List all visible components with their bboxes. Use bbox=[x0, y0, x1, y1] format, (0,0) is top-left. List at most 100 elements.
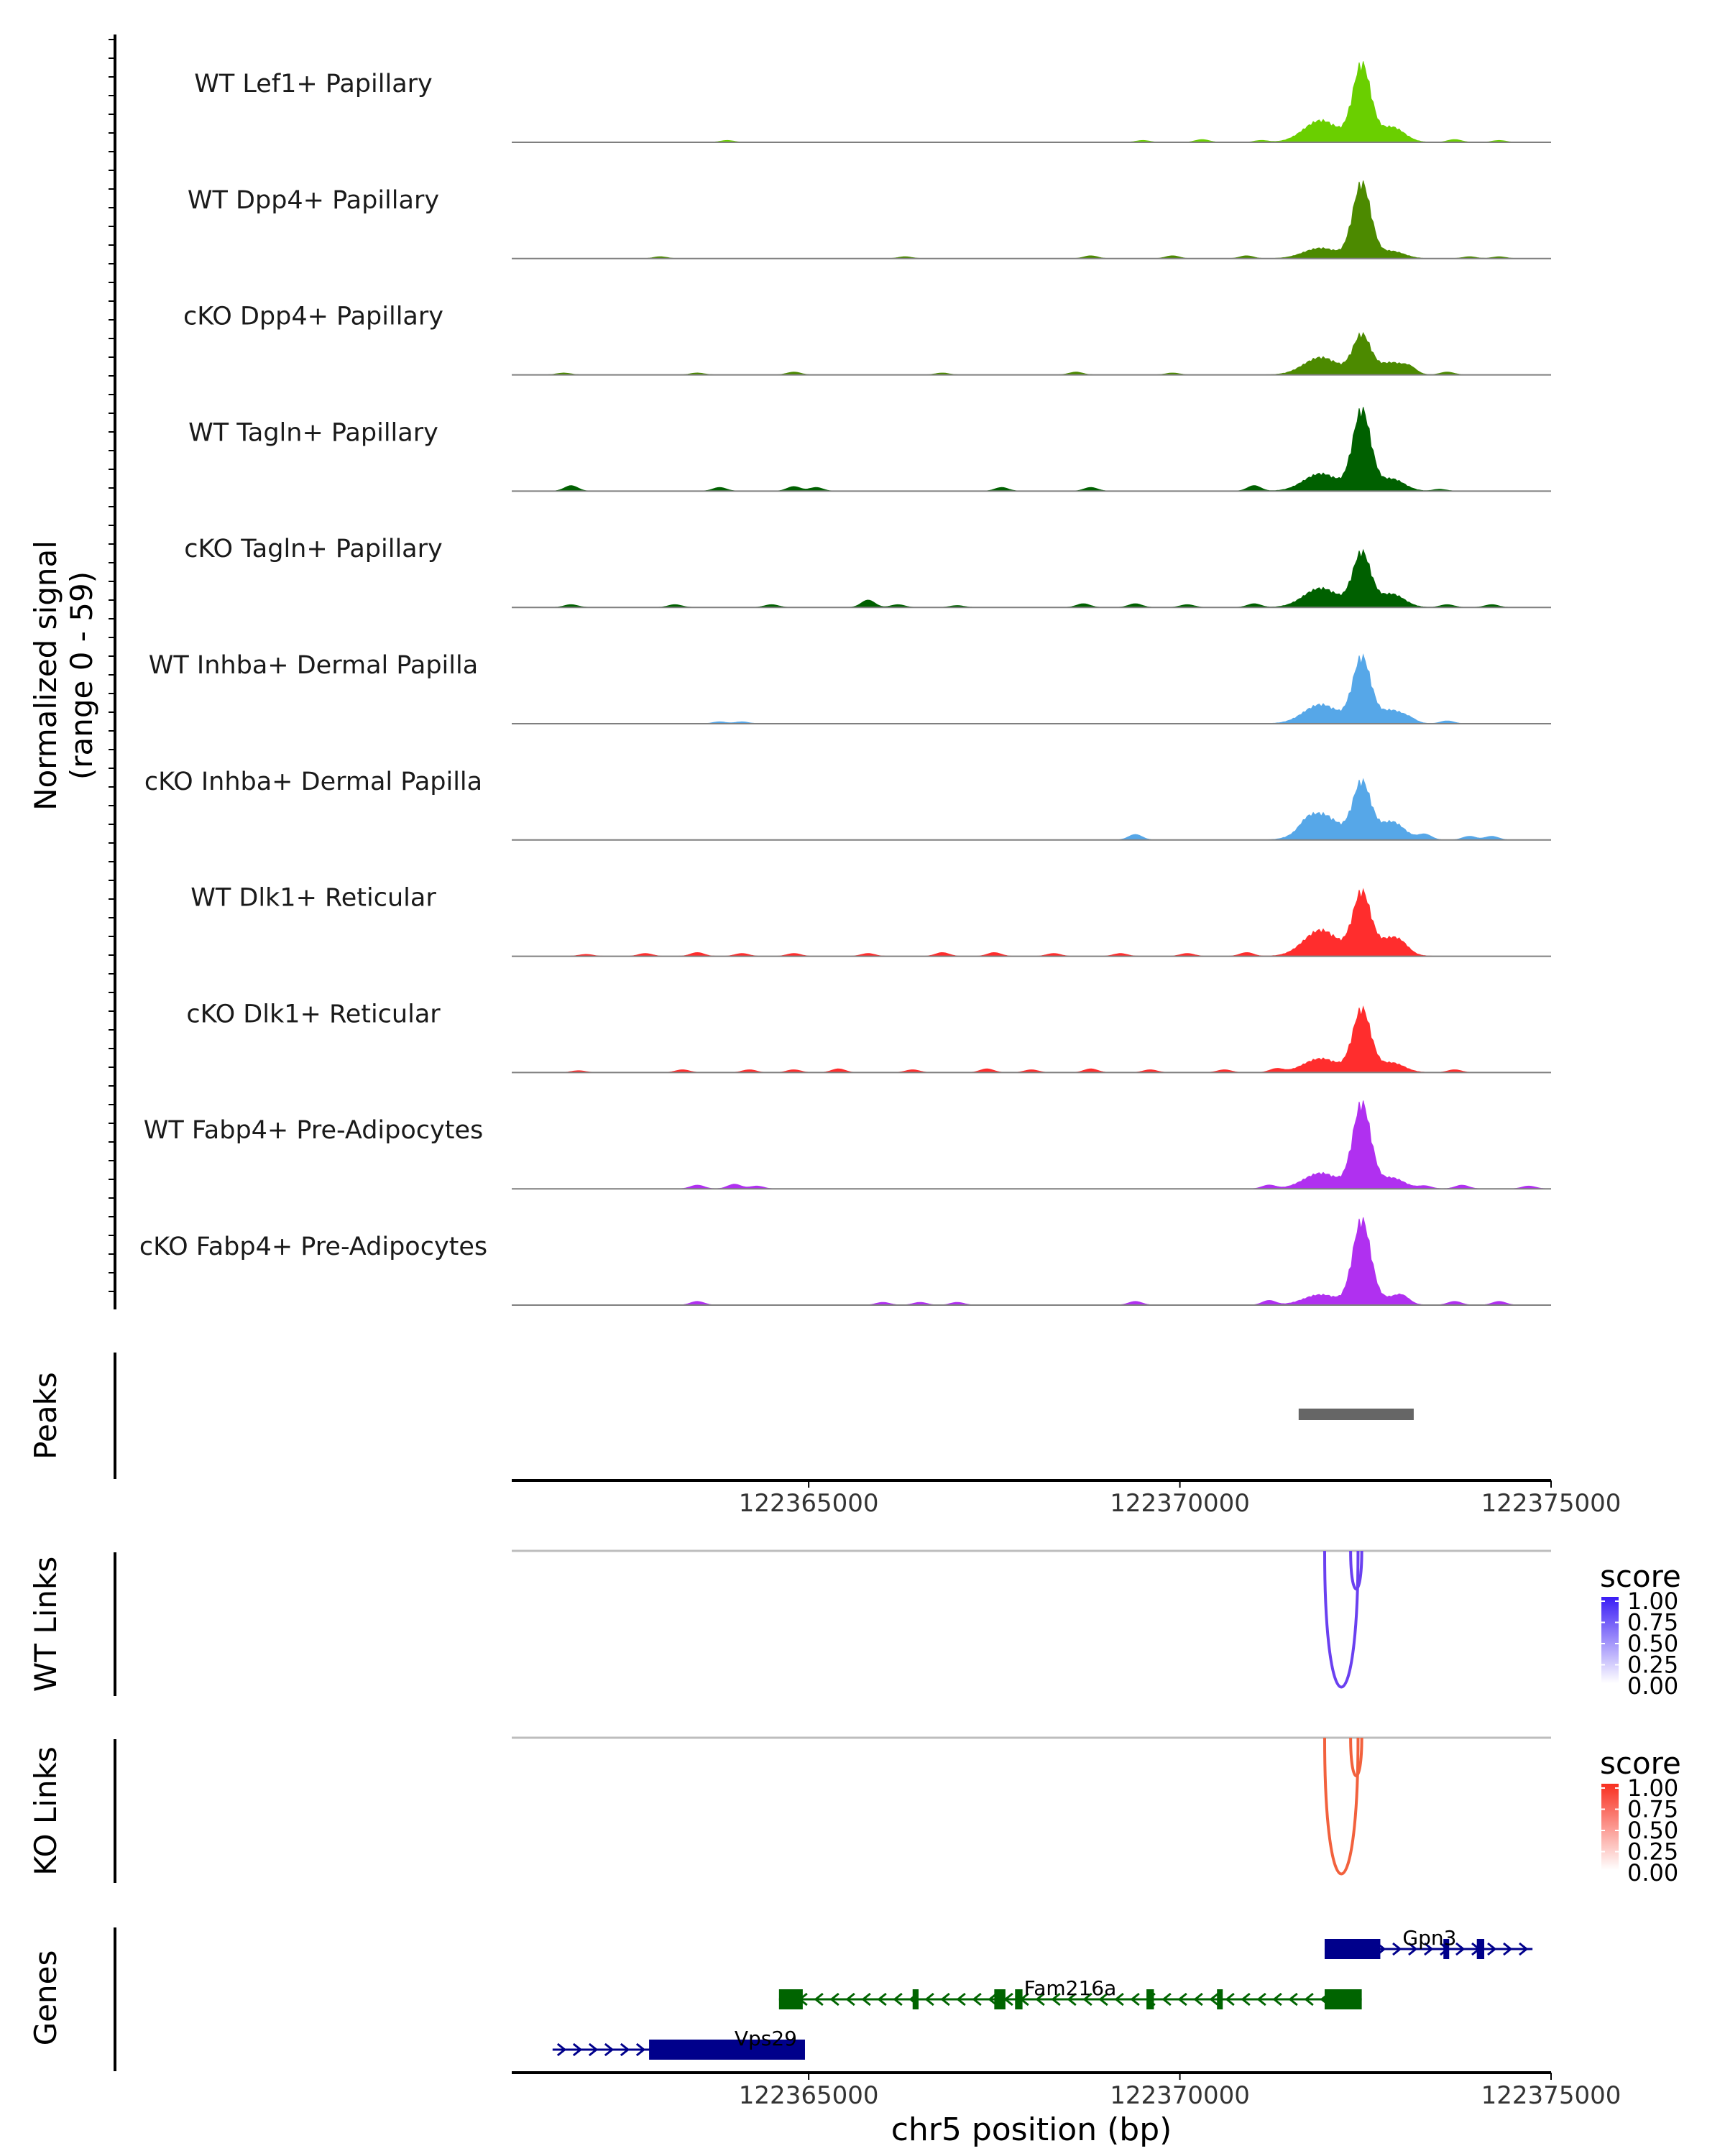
legend-title: score bbox=[1600, 1559, 1681, 1594]
gene-models: Gpn3 Fam216a Vps29 bbox=[552, 1926, 1533, 2060]
track-label: cKO Dlk1+ Reticular bbox=[186, 1000, 441, 1028]
link-arc bbox=[1349, 1737, 1363, 1777]
gene-exon bbox=[1443, 1939, 1450, 1959]
gene-strand-arrow bbox=[1209, 1992, 1219, 2007]
gene-strand-arrow bbox=[956, 1992, 966, 2007]
link-arc bbox=[1322, 1550, 1360, 1689]
gene-strand-arrow bbox=[845, 1992, 855, 2007]
gene-name-label: Vps29 bbox=[735, 2027, 797, 2050]
gene-strand-arrow bbox=[1256, 1992, 1266, 2007]
legend-tick-label: 0.50 bbox=[1627, 1630, 1678, 1657]
lower-x-tick-label: 122375000 bbox=[1481, 2081, 1622, 2110]
legend-tick-label: 1.00 bbox=[1627, 1774, 1678, 1802]
coverage-ylabel-line1: Normalized signal bbox=[28, 540, 63, 811]
coverage-area bbox=[512, 180, 1551, 259]
track-label: WT Dlk1+ Reticular bbox=[190, 884, 436, 913]
gene-exon bbox=[1476, 1939, 1485, 1959]
gene-strand-arrow bbox=[972, 1992, 982, 2007]
gene-name-label: Fam216a bbox=[1024, 1976, 1117, 2000]
gene-strand-arrow bbox=[588, 2042, 599, 2057]
coverage-track: WT Inhba+ Dermal Papilla bbox=[149, 651, 1551, 724]
track-label: WT Inhba+ Dermal Papilla bbox=[149, 651, 478, 680]
gene-exon bbox=[649, 2040, 805, 2060]
coverage-track: WT Lef1+ Papillary bbox=[194, 61, 1551, 143]
track-label: cKO Inhba+ Dermal Papilla bbox=[144, 768, 482, 796]
track-label: WT Tagln+ Papillary bbox=[188, 418, 438, 447]
gene-exon bbox=[1324, 1989, 1362, 2009]
track-label: WT Fabp4+ Pre-Adipocytes bbox=[144, 1116, 483, 1145]
gene-strand-arrow bbox=[1098, 1992, 1108, 2007]
gene-strand-arrow bbox=[1162, 1992, 1172, 2007]
coverage-track: cKO Tagln+ Papillary bbox=[184, 535, 1551, 609]
gene-strand-arrow bbox=[1272, 1992, 1282, 2007]
gene-strand-arrow bbox=[1288, 1992, 1298, 2007]
gene-strand-arrow bbox=[877, 1992, 887, 2007]
gene-strand-arrow bbox=[1193, 1992, 1203, 2007]
upper-x-axis-ticks: 122365000 122370000 122375000 bbox=[739, 1480, 1621, 1518]
gene-strand-arrow bbox=[1067, 1992, 1077, 2007]
track-label: cKO Dpp4+ Papillary bbox=[183, 303, 443, 331]
legend-tick-label: 0.75 bbox=[1627, 1609, 1678, 1636]
coverage-y-ticks bbox=[109, 39, 115, 1292]
coverage-area bbox=[512, 407, 1551, 492]
gene-strand-arrow bbox=[1225, 1992, 1235, 2007]
gene-strand-arrow bbox=[620, 2042, 630, 2057]
gene-strand-arrow bbox=[1392, 1942, 1402, 1956]
legend-colorbar bbox=[1601, 1597, 1619, 1683]
gene-strand-arrow bbox=[1455, 1942, 1466, 1956]
link-panel-label: WT Links bbox=[28, 1557, 63, 1692]
gene-exon bbox=[1217, 1989, 1223, 2009]
gene-exon bbox=[778, 1989, 803, 2009]
gene-strand-arrow bbox=[1082, 1992, 1092, 2007]
coverage-track: WT Dpp4+ Papillary bbox=[188, 180, 1551, 259]
legend-tick-label: 0.25 bbox=[1627, 1838, 1678, 1866]
coverage-area bbox=[512, 331, 1551, 376]
gene-model: Gpn3 bbox=[1324, 1926, 1533, 1959]
gene-strand-arrow bbox=[1051, 1992, 1061, 2007]
coverage-area bbox=[512, 653, 1551, 724]
gene-strand-arrow bbox=[635, 2042, 646, 2057]
lower-x-tick-label: 122365000 bbox=[739, 2081, 879, 2110]
track-label: cKO Fabp4+ Pre-Adipocytes bbox=[139, 1233, 487, 1261]
peak-region bbox=[1298, 1409, 1414, 1420]
track-label: WT Lef1+ Papillary bbox=[194, 70, 433, 98]
genes-label: Genes bbox=[28, 1950, 63, 2046]
gene-strand-arrow bbox=[1424, 1942, 1434, 1956]
link-panel-label: KO Links bbox=[28, 1746, 63, 1876]
peaks-label: Peaks bbox=[28, 1372, 63, 1460]
coverage-track: WT Fabp4+ Pre-Adipocytes bbox=[144, 1100, 1551, 1190]
gene-strand-arrow bbox=[1408, 1942, 1418, 1956]
gene-strand-arrow bbox=[1487, 1942, 1497, 1956]
gene-strand-arrow bbox=[814, 1992, 824, 2007]
legend-tick-label: 0.50 bbox=[1627, 1817, 1678, 1844]
coverage-area bbox=[512, 1005, 1551, 1073]
gene-strand-arrow bbox=[829, 1992, 840, 2007]
gene-exon bbox=[1146, 1989, 1154, 2009]
peak-regions bbox=[1298, 1409, 1414, 1420]
coverage-area bbox=[512, 61, 1551, 143]
coverage-track: cKO Dlk1+ Reticular bbox=[186, 1000, 1551, 1074]
gene-strand-arrow bbox=[861, 1992, 871, 2007]
link-arc bbox=[1322, 1737, 1360, 1876]
gene-strand-arrow bbox=[556, 2042, 567, 2057]
coverage-track: cKO Fabp4+ Pre-Adipocytes bbox=[139, 1217, 1551, 1306]
link-arc bbox=[1349, 1550, 1363, 1590]
gene-exon bbox=[1324, 1939, 1381, 1959]
gene-strand-arrow bbox=[1035, 1992, 1045, 2007]
coverage-track: WT Tagln+ Papillary bbox=[188, 407, 1551, 492]
coverage-area bbox=[512, 778, 1551, 841]
gene-strand-arrow bbox=[1177, 1992, 1187, 2007]
coverage-track: cKO Inhba+ Dermal Papilla bbox=[144, 768, 1551, 841]
gene-strand-arrow bbox=[1130, 1992, 1140, 2007]
gene-exon bbox=[1015, 1989, 1023, 2009]
gene-model: Vps29 bbox=[552, 2027, 805, 2060]
legend-tick-label: 0.00 bbox=[1627, 1859, 1678, 1886]
gene-exon bbox=[994, 1989, 1006, 2009]
gene-strand-arrow bbox=[924, 1992, 934, 2007]
gene-strand-arrow bbox=[940, 1992, 950, 2007]
gene-strand-arrow bbox=[1519, 1942, 1529, 1956]
gene-strand-arrow bbox=[1503, 1942, 1513, 1956]
